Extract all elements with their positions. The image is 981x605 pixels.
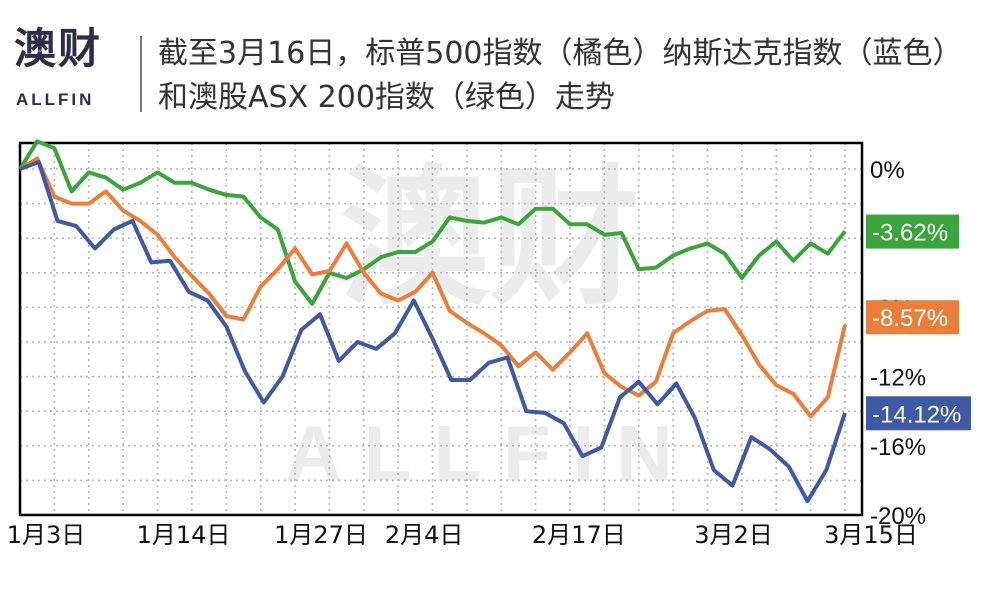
x-tick-label: 2月4日 <box>385 521 464 549</box>
logo-english: ALLFIN <box>16 90 95 109</box>
y-tick-label: -20% <box>870 503 926 530</box>
x-tick-label: 1月3日 <box>7 521 86 549</box>
watermark-chinese: 澳财 <box>340 152 640 326</box>
series-line-sp500 <box>18 156 847 419</box>
value-badge-label-sp500: -8.57% <box>872 305 948 332</box>
series-line-asx200 <box>18 139 847 306</box>
x-tick-label: 3月2日 <box>694 521 773 549</box>
y-axis: 0%-4%-8%-12%-16%-20% <box>870 157 926 530</box>
value-badge-sp500 <box>866 300 959 335</box>
value-badge-nasdaq <box>866 396 971 431</box>
x-axis: 1月3日 1月14日 1月27日 2月4日 2月17日 3月2日 3月15日 <box>7 521 918 549</box>
series-line-nasdaq <box>19 160 847 504</box>
grid <box>19 143 862 516</box>
value-badge-label-nasdaq: -14.12% <box>872 401 961 428</box>
logo-chinese: 澳财 <box>14 24 103 73</box>
header-divider <box>140 36 142 112</box>
value-badge-asx200 <box>866 214 959 249</box>
value-badge-label-asx200: -3.62% <box>872 220 948 247</box>
plot-frame <box>18 141 864 517</box>
x-tick-label: 1月27日 <box>274 521 368 549</box>
chart-title: 截至3月16日，标普500指数（橘色）纳斯达克指数（蓝色）和澳股ASX 200指… <box>158 36 963 115</box>
x-tick-label: 2月17日 <box>532 521 626 549</box>
x-tick-label: 1月14日 <box>137 521 231 549</box>
end-value-labels: -3.62% -8.57% -14.12% <box>866 214 971 431</box>
x-tick-label: 3月15日 <box>824 521 918 549</box>
y-tick-label: -12% <box>870 365 926 392</box>
series-lines <box>18 139 847 504</box>
watermark-english: ALLFIN <box>285 409 694 497</box>
y-tick-label: 0% <box>870 157 905 184</box>
y-tick-label: -16% <box>870 434 926 461</box>
